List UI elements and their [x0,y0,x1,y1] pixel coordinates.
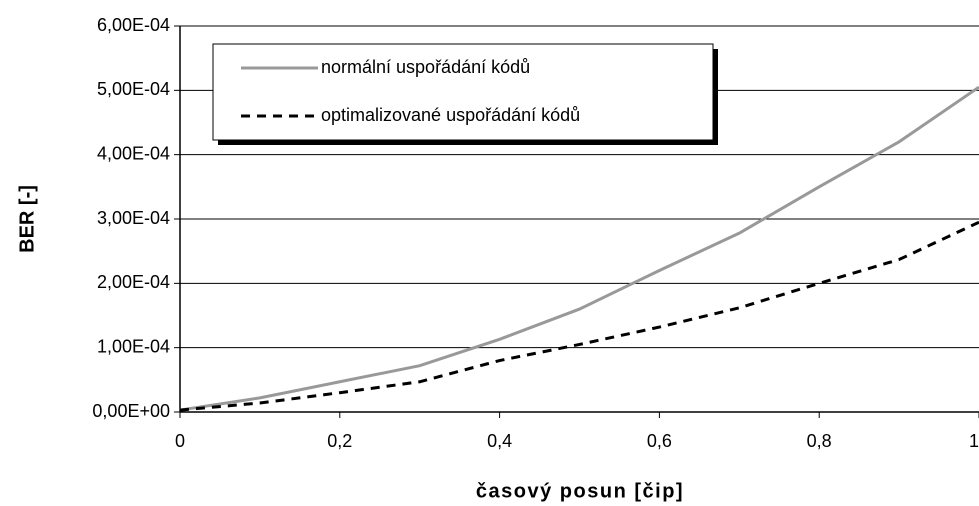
y-tick-label: 5,00E-04 [97,79,170,99]
y-tick-label: 1,00E-04 [97,336,170,356]
y-tick-label: 0,00E+00 [92,401,170,421]
y-tick-label: 6,00E-04 [97,15,170,35]
x-tick-label: 0,8 [807,431,832,451]
x-tick-label: 0,6 [647,431,672,451]
x-tick-label: 0 [175,431,185,451]
legend-label: optimalizované uspořádání kódů [321,105,580,125]
series-line [179,220,979,412]
legend-label: normální uspořádání kódů [321,57,530,77]
x-tick-label: 0,2 [327,431,352,451]
x-axis-label: časový posun [čip] [476,480,684,502]
y-tick-label: 4,00E-04 [97,143,170,163]
series-line [179,85,979,412]
y-tick-label: 3,00E-04 [97,208,170,228]
x-tick-label: 0,4 [487,431,512,451]
y-tick-label: 2,00E-04 [97,272,170,292]
x-tick-label: 1 [969,431,979,451]
legend [212,43,714,141]
y-axis-label: BER [-] [16,185,38,253]
